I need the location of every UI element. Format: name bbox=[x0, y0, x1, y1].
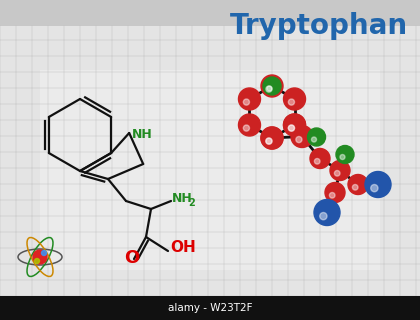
Circle shape bbox=[307, 128, 326, 146]
Circle shape bbox=[365, 172, 391, 197]
Text: NH: NH bbox=[132, 128, 153, 141]
Circle shape bbox=[284, 88, 305, 110]
Text: Tryptophan: Tryptophan bbox=[230, 12, 408, 40]
Circle shape bbox=[266, 86, 272, 92]
Circle shape bbox=[296, 137, 302, 143]
Circle shape bbox=[336, 146, 354, 164]
Circle shape bbox=[284, 114, 305, 136]
Circle shape bbox=[261, 75, 283, 97]
Circle shape bbox=[34, 259, 39, 263]
Circle shape bbox=[329, 193, 335, 198]
Circle shape bbox=[320, 212, 327, 220]
Circle shape bbox=[314, 199, 340, 226]
Circle shape bbox=[42, 251, 47, 255]
Circle shape bbox=[261, 127, 283, 149]
Circle shape bbox=[33, 250, 47, 264]
Circle shape bbox=[310, 148, 330, 169]
Circle shape bbox=[289, 99, 294, 105]
Circle shape bbox=[352, 185, 358, 190]
Circle shape bbox=[243, 99, 249, 105]
Circle shape bbox=[315, 158, 320, 164]
Circle shape bbox=[334, 171, 340, 176]
Circle shape bbox=[261, 127, 283, 149]
Circle shape bbox=[243, 125, 249, 131]
Circle shape bbox=[289, 125, 294, 131]
Circle shape bbox=[266, 138, 272, 144]
Bar bbox=[40, 70, 380, 270]
Circle shape bbox=[371, 185, 378, 192]
Circle shape bbox=[348, 174, 368, 195]
Circle shape bbox=[312, 137, 317, 142]
Bar bbox=[0, 26, 420, 296]
Circle shape bbox=[291, 125, 313, 148]
Circle shape bbox=[263, 77, 281, 95]
Circle shape bbox=[239, 114, 260, 136]
Text: NH: NH bbox=[172, 193, 193, 205]
Bar bbox=[0, 296, 420, 320]
Text: 2: 2 bbox=[188, 198, 195, 208]
Circle shape bbox=[284, 114, 305, 136]
Text: OH: OH bbox=[170, 240, 196, 255]
Text: O: O bbox=[124, 249, 139, 267]
Circle shape bbox=[289, 125, 294, 131]
Circle shape bbox=[239, 88, 260, 110]
Circle shape bbox=[266, 138, 272, 144]
Circle shape bbox=[267, 86, 272, 91]
Text: alamy - W23T2F: alamy - W23T2F bbox=[168, 303, 252, 313]
Circle shape bbox=[340, 155, 345, 160]
Circle shape bbox=[330, 161, 350, 180]
Circle shape bbox=[325, 182, 345, 203]
